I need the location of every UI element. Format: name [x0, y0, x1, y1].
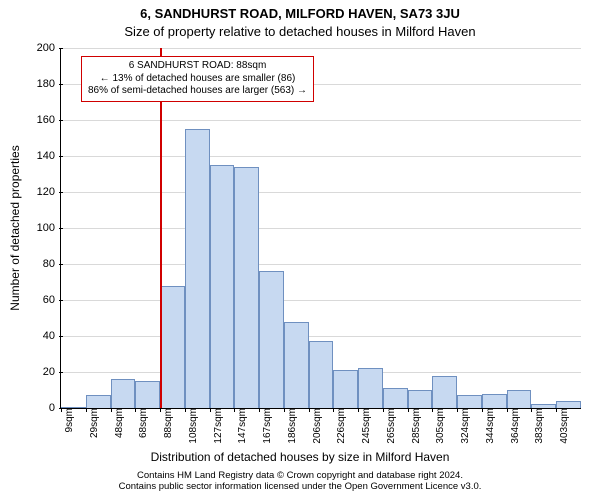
x-tick-label: 147sqm — [237, 408, 248, 444]
y-tick-label: 140 — [37, 150, 61, 162]
x-tick-label: 88sqm — [163, 408, 174, 438]
x-tick — [432, 408, 433, 412]
y-tick-label: 0 — [49, 402, 61, 414]
gridline — [61, 228, 581, 229]
chart-container: 6, SANDHURST ROAD, MILFORD HAVEN, SA73 3… — [0, 0, 600, 500]
chart-title: 6, SANDHURST ROAD, MILFORD HAVEN, SA73 3… — [0, 6, 600, 21]
gridline — [61, 264, 581, 265]
histogram-bar — [160, 286, 185, 408]
x-tick — [457, 408, 458, 412]
x-tick-label: 9sqm — [64, 408, 75, 432]
marker-annotation-box: 6 SANDHURST ROAD: 88sqm← 13% of detached… — [81, 56, 314, 102]
x-tick-label: 127sqm — [213, 408, 224, 444]
y-tick-label: 40 — [43, 330, 61, 342]
x-tick — [61, 408, 62, 412]
x-tick-label: 364sqm — [510, 408, 521, 444]
marker-box-line: 6 SANDHURST ROAD: 88sqm — [88, 60, 307, 73]
x-tick-label: 29sqm — [89, 408, 100, 438]
x-tick-label: 206sqm — [312, 408, 323, 444]
x-tick — [284, 408, 285, 412]
x-tick — [86, 408, 87, 412]
histogram-bar — [86, 395, 111, 408]
x-tick-label: 324sqm — [460, 408, 471, 444]
histogram-bar — [432, 376, 457, 408]
x-tick-label: 245sqm — [361, 408, 372, 444]
x-tick-label: 305sqm — [435, 408, 446, 444]
x-tick — [309, 408, 310, 412]
y-tick-label: 20 — [43, 366, 61, 378]
x-tick — [259, 408, 260, 412]
histogram-bar — [408, 390, 433, 408]
x-tick — [383, 408, 384, 412]
x-tick — [160, 408, 161, 412]
histogram-bar — [210, 165, 235, 408]
histogram-bar — [482, 394, 507, 408]
y-tick-label: 100 — [37, 222, 61, 234]
marker-box-line: 86% of semi-detached houses are larger (… — [88, 85, 307, 98]
x-tick-label: 68sqm — [138, 408, 149, 438]
histogram-bar — [185, 129, 210, 408]
histogram-bar — [507, 390, 532, 408]
x-tick — [358, 408, 359, 412]
x-tick-label: 344sqm — [485, 408, 496, 444]
x-axis-label: Distribution of detached houses by size … — [0, 450, 600, 464]
x-tick — [111, 408, 112, 412]
x-tick-label: 226sqm — [336, 408, 347, 444]
histogram-bar — [234, 167, 259, 408]
x-tick — [185, 408, 186, 412]
plot-area: 0204060801001201401601802009sqm29sqm48sq… — [60, 48, 581, 409]
credits-text: Contains HM Land Registry data © Crown c… — [0, 470, 600, 493]
x-tick-label: 108sqm — [188, 408, 199, 444]
x-tick — [333, 408, 334, 412]
gridline — [61, 156, 581, 157]
x-tick-label: 265sqm — [386, 408, 397, 444]
histogram-bar — [284, 322, 309, 408]
x-tick-label: 383sqm — [534, 408, 545, 444]
marker-box-line: ← 13% of detached houses are smaller (86… — [88, 73, 307, 86]
x-tick — [507, 408, 508, 412]
x-tick — [234, 408, 235, 412]
histogram-bar — [309, 341, 334, 408]
x-tick — [556, 408, 557, 412]
x-tick-label: 167sqm — [262, 408, 273, 444]
x-tick — [408, 408, 409, 412]
y-tick-label: 160 — [37, 114, 61, 126]
histogram-bar — [358, 368, 383, 408]
marker-line — [160, 48, 162, 408]
x-tick — [531, 408, 532, 412]
histogram-bar — [556, 401, 581, 408]
gridline — [61, 300, 581, 301]
x-tick-label: 285sqm — [411, 408, 422, 444]
x-tick — [135, 408, 136, 412]
gridline — [61, 192, 581, 193]
y-tick-label: 80 — [43, 258, 61, 270]
y-tick-label: 120 — [37, 186, 61, 198]
histogram-bar — [111, 379, 136, 408]
histogram-bar — [333, 370, 358, 408]
y-tick-label: 180 — [37, 78, 61, 90]
histogram-bar — [457, 395, 482, 408]
y-axis-label: Number of detached properties — [8, 145, 22, 310]
y-tick-label: 200 — [37, 42, 61, 54]
chart-subtitle: Size of property relative to detached ho… — [0, 24, 600, 39]
histogram-bar — [383, 388, 408, 408]
gridline — [61, 120, 581, 121]
gridline — [61, 48, 581, 49]
credits-line-1: Contains HM Land Registry data © Crown c… — [0, 470, 600, 481]
histogram-bar — [259, 271, 284, 408]
x-tick — [210, 408, 211, 412]
x-tick-label: 48sqm — [114, 408, 125, 438]
x-tick-label: 186sqm — [287, 408, 298, 444]
histogram-bar — [135, 381, 160, 408]
y-tick-label: 60 — [43, 294, 61, 306]
gridline — [61, 336, 581, 337]
x-tick-label: 403sqm — [559, 408, 570, 444]
credits-line-2: Contains public sector information licen… — [0, 481, 600, 492]
x-tick — [482, 408, 483, 412]
